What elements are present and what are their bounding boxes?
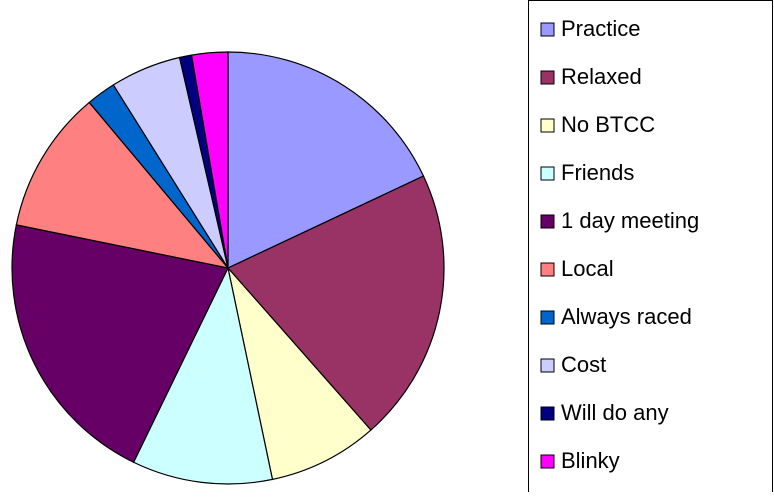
legend-label: Relaxed <box>561 64 642 89</box>
pie-slice <box>11 224 229 464</box>
legend-swatch <box>540 310 555 325</box>
legend-swatch <box>540 454 555 469</box>
legend-label: Friends <box>561 160 634 185</box>
pie-slice <box>227 51 425 269</box>
legend-label: 1 day meeting <box>561 208 699 233</box>
legend-label: Practice <box>561 16 640 41</box>
legend-label: Local <box>561 256 614 281</box>
legend-label: Will do any <box>561 400 669 425</box>
legend-swatch <box>540 22 555 37</box>
legend-label: Always raced <box>561 304 692 329</box>
legend-swatch <box>540 70 555 85</box>
legend-swatch <box>540 118 555 133</box>
pie-slice <box>15 101 230 269</box>
legend-swatch <box>540 166 555 181</box>
pie-slice <box>132 266 274 485</box>
legend-label: Blinky <box>561 448 620 473</box>
pie-slice <box>226 265 372 481</box>
legend-swatch <box>540 406 555 421</box>
pie-slice <box>190 51 229 269</box>
legend-swatch <box>540 214 555 229</box>
pie-slice <box>227 175 445 431</box>
legend-box <box>528 0 773 497</box>
legend-swatch <box>540 358 555 373</box>
legend-label: No BTCC <box>561 112 655 137</box>
legend-swatch <box>540 262 555 277</box>
legend-label: Cost <box>561 352 606 377</box>
